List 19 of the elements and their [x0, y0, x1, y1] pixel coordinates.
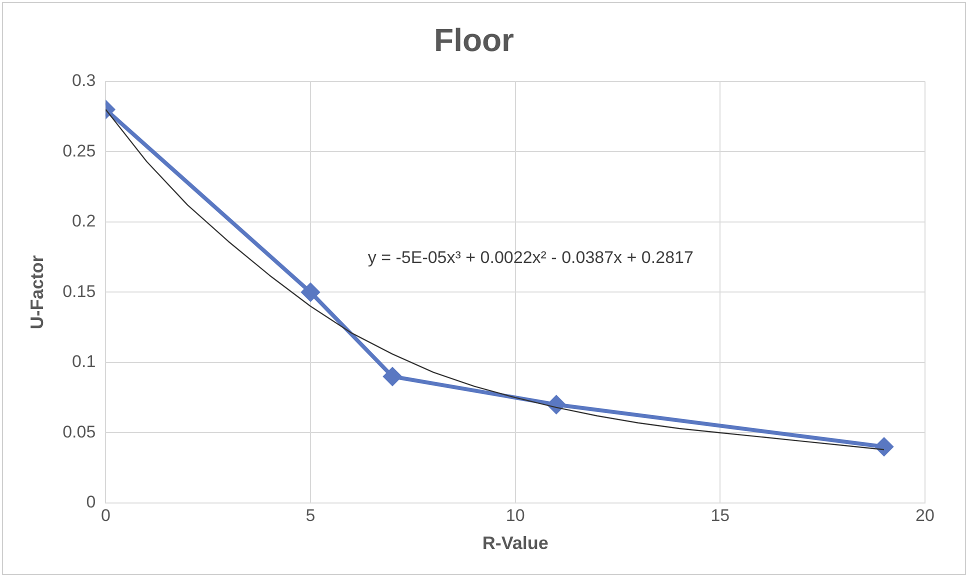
x-tick-label: 20 [916, 506, 934, 525]
y-axis-title: U-Factor [26, 255, 47, 330]
chart-title: Floor [434, 22, 514, 58]
y-tick-label: 0.2 [72, 212, 96, 231]
annotation: y = -5E-05x³ + 0.0022x² - 0.0387x + 0.2817 [368, 248, 694, 268]
point [302, 283, 320, 302]
point [875, 438, 894, 456]
y-tick-label: 0.05 [62, 422, 96, 442]
y-tick-label: 0.3 [72, 71, 96, 90]
y-tick-label: 0.1 [72, 352, 96, 372]
y-tick-label: 0.25 [62, 141, 96, 160]
y-tick-label: 0.15 [62, 282, 96, 301]
x-axis-title: R-Value [482, 533, 548, 554]
x-tick-label: 5 [306, 506, 316, 525]
y-tick-label: 0 [86, 492, 96, 512]
point [383, 368, 402, 386]
x-tick-label: 10 [506, 506, 525, 525]
x-tick-label: 0 [100, 506, 110, 525]
x-tick-label: 15 [710, 506, 730, 525]
